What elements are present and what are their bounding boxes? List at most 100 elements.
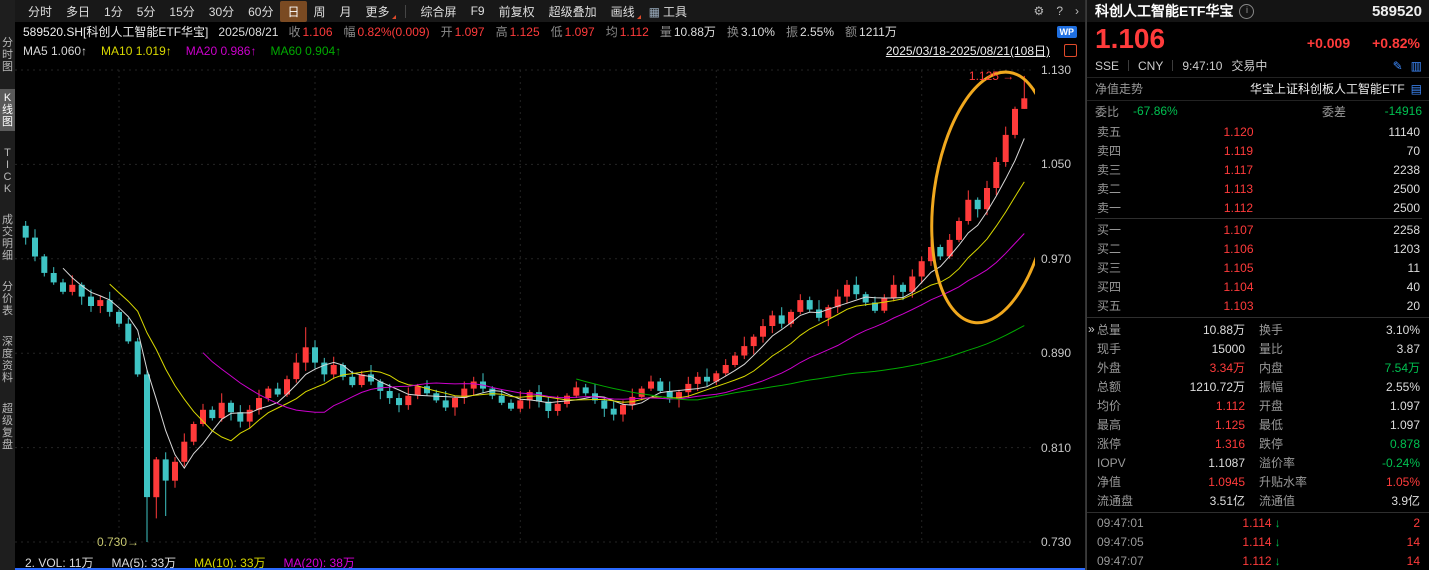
vol-strip-part: MA(5): 33万: [111, 556, 177, 570]
down-tick-icon: ↓: [1274, 534, 1281, 549]
instrument-name: 科创人工智能ETF华宝: [1095, 3, 1234, 19]
bid-row[interactable]: 买五 1.103 20: [1097, 298, 1420, 314]
price-tick-0.970: 0.970: [1041, 251, 1072, 266]
ma-value-undefined: MA20 0.986↑: [185, 43, 257, 58]
bid-levels: 买一 1.107 2258 买二 1.106 1203 买三 1.105 11 买四 1.104 40…: [1087, 220, 1429, 315]
period-tab-60min[interactable]: 60分: [248, 4, 274, 19]
weicha-label: 委差: [1321, 104, 1346, 119]
bid-row[interactable]: 买二 1.106 1203: [1097, 241, 1420, 257]
trading-status: 交易中: [1231, 59, 1268, 73]
ask-row[interactable]: 卖四 1.119 70: [1097, 143, 1420, 159]
kline-chart[interactable]: 1.125 → 0.730→ 1.130 1.050 0.970 0.890 0.810 0…: [15, 60, 1085, 555]
svg-text:0.730→: 0.730→: [97, 535, 139, 549]
info-icon[interactable]: i: [1239, 3, 1255, 19]
period-tab-monthly[interactable]: 月: [339, 4, 352, 19]
tape-row: 09:47:05 1.114 ↓ 14: [1097, 534, 1420, 549]
help-icon[interactable]: ?: [1056, 4, 1063, 18]
tape-row: 09:47:01 1.114 ↓ 2: [1097, 515, 1420, 530]
action-super-overlay[interactable]: 超级叠加: [548, 4, 597, 19]
sidebar-item-price-ladder[interactable]: 分价表: [2, 281, 13, 317]
period-toolbar: 分时 多日 1分 5分 15分 30分 60分日周月更多 综合屏 F9 前复权 超级叠加 画线 ▦ 工具…: [15, 0, 1085, 22]
action-draw-line[interactable]: 画线: [604, 1, 642, 22]
currency-label: CNY: [1138, 58, 1164, 73]
meta-divider: [1172, 60, 1174, 71]
expand-arrows-icon[interactable]: »: [1088, 322, 1095, 336]
period-tab-1min[interactable]: 1分: [104, 4, 123, 19]
ask-row[interactable]: 卖一 1.112 2500: [1097, 200, 1420, 216]
ask-row[interactable]: 卖二 1.113 2500: [1097, 181, 1420, 197]
quote-date: 2025/08/21: [218, 24, 279, 39]
weibi-label: 委比: [1095, 104, 1120, 119]
stat-row: 流通盘 3.51亿 流通值 3.9亿: [1097, 494, 1420, 508]
doc-icon[interactable]: ▤: [1410, 81, 1422, 96]
volume-indicator-strip[interactable]: 2. VOL: 11万 MA(5): 33万 MA(10): 33万 MA(20): …: [15, 555, 1085, 570]
edit-icon[interactable]: ✎: [1392, 58, 1403, 73]
quote-field-高: 高 1.125: [495, 25, 540, 39]
last-price: 1.106: [1095, 23, 1166, 54]
date-range-link[interactable]: 2025/03/18-2025/08/21(108日): [885, 44, 1050, 58]
candlestick-svg: 1.125 → 0.730→: [15, 60, 1035, 555]
quote-field-量: 量 10.88万: [659, 25, 716, 39]
period-tab-more[interactable]: 更多: [359, 1, 397, 22]
price-tick-0.890: 0.890: [1041, 346, 1072, 361]
time-and-sales: 09:47:01 1.114 ↓ 2 09:47:05 1.114 ↓ 14 09:47:07 1…: [1087, 512, 1429, 570]
bid-row[interactable]: 买四 1.104 40: [1097, 279, 1420, 295]
price-tick-0.730: 0.730: [1041, 535, 1072, 549]
period-tab-30min[interactable]: 30分: [208, 4, 235, 19]
sidebar-item-trade-details[interactable]: 成交明细: [2, 214, 13, 262]
period-tab-weekly[interactable]: 周: [313, 4, 326, 19]
sidebar-item-minute-chart[interactable]: 分时图: [2, 37, 13, 73]
quote-field-开: 开 1.097: [440, 25, 485, 39]
server-time: 9:47:10: [1182, 58, 1223, 73]
indicator-settings-icon[interactable]: [1064, 44, 1077, 57]
action-composite-screen[interactable]: 综合屏: [420, 4, 457, 19]
ma-value-undefined: MA60 0.904↑: [270, 43, 342, 58]
nav-trend-row[interactable]: 净值走势 华宝上证科创板人工智能ETF ▤: [1087, 77, 1429, 101]
action-tools[interactable]: ▦ 工具: [648, 4, 687, 19]
collapse-panel-icon[interactable]: ›: [1075, 4, 1079, 18]
period-tab-multi-day[interactable]: 多日: [66, 4, 91, 19]
wp-badge[interactable]: WP: [1056, 25, 1077, 38]
symbol-label: 589520.SH[科创人工智能ETF华宝]: [23, 25, 209, 39]
period-tab-daily[interactable]: 日: [280, 0, 307, 22]
price-axis: 1.130 1.050 0.970 0.890 0.810 0.730: [1035, 60, 1083, 555]
sidebar-item-depth-data[interactable]: 深度资料: [2, 336, 13, 384]
down-tick-icon: ↓: [1274, 515, 1281, 530]
action-forward-adjust[interactable]: 前复权: [498, 4, 535, 19]
exchange-label: SSE: [1095, 58, 1120, 73]
down-tick-icon: ↓: [1274, 553, 1281, 568]
quote-field-换: 换 3.10%: [726, 25, 775, 39]
settings-gear-icon[interactable]: ⚙: [1033, 4, 1045, 18]
weibi-value: -67.86%: [1133, 104, 1178, 119]
ask-row[interactable]: 卖五 1.120 11140: [1097, 124, 1420, 140]
quote-fields: 收 1.106 幅 0.82%(0.009) 开 1.097 高 1.125 低 1.097 均 1.…: [288, 23, 896, 40]
stats-block: » 总量 10.88万 换手 3.10% 现手 15000 量比 3.87 外盘 3.34万 内盘 7…: [1087, 317, 1429, 510]
price-change: +0.009: [1306, 35, 1351, 51]
quote-summary-line: 589520.SH[科创人工智能ETF华宝] 2025/08/21 收 1.106…: [15, 22, 1085, 41]
period-tab-15min[interactable]: 15分: [169, 4, 195, 19]
stat-row: 净值 1.0945 升贴水率 1.05%: [1097, 474, 1420, 490]
stat-row: 总额 1210.72万 振幅 2.55%: [1097, 379, 1420, 395]
bid-row[interactable]: 买三 1.105 11: [1097, 260, 1420, 276]
mini-chart-icon[interactable]: ▥: [1410, 58, 1422, 73]
bid-row[interactable]: 买一 1.107 2258: [1097, 222, 1420, 238]
period-tabs: 分时 多日 1分 5分 15分 30分 60分日周月更多: [21, 0, 397, 22]
stat-row: 现手 15000 量比 3.87: [1097, 341, 1420, 357]
period-tab-time-sharing[interactable]: 分时: [28, 4, 53, 19]
tape-row: 09:47:07 1.112 ↓ 14: [1097, 553, 1420, 568]
ma-value-undefined: MA5 1.060↑: [23, 43, 88, 58]
sidebar-item-super-replay[interactable]: 超级复盘: [2, 403, 13, 451]
ask-row[interactable]: 卖三 1.117 2238: [1097, 162, 1420, 178]
market-meta-row: SSE CNY 9:47:10 交易中 ✎ ▥: [1087, 54, 1429, 77]
ma-values: MA5 1.060↑ MA10 1.019↑ MA20 0.986↑ MA60 0.9…: [23, 44, 341, 58]
order-imbalance-row: 委比 -67.86% 委差 -14916: [1087, 101, 1429, 123]
quote-field-均: 均 1.112: [605, 25, 649, 39]
action-f9[interactable]: F9: [470, 4, 485, 18]
period-tab-5min[interactable]: 5分: [136, 4, 156, 19]
quote-field-额: 额 1211万: [845, 25, 897, 39]
price-tick-0.810: 0.810: [1041, 440, 1072, 455]
nav-trend-label: 净值走势: [1095, 82, 1144, 97]
